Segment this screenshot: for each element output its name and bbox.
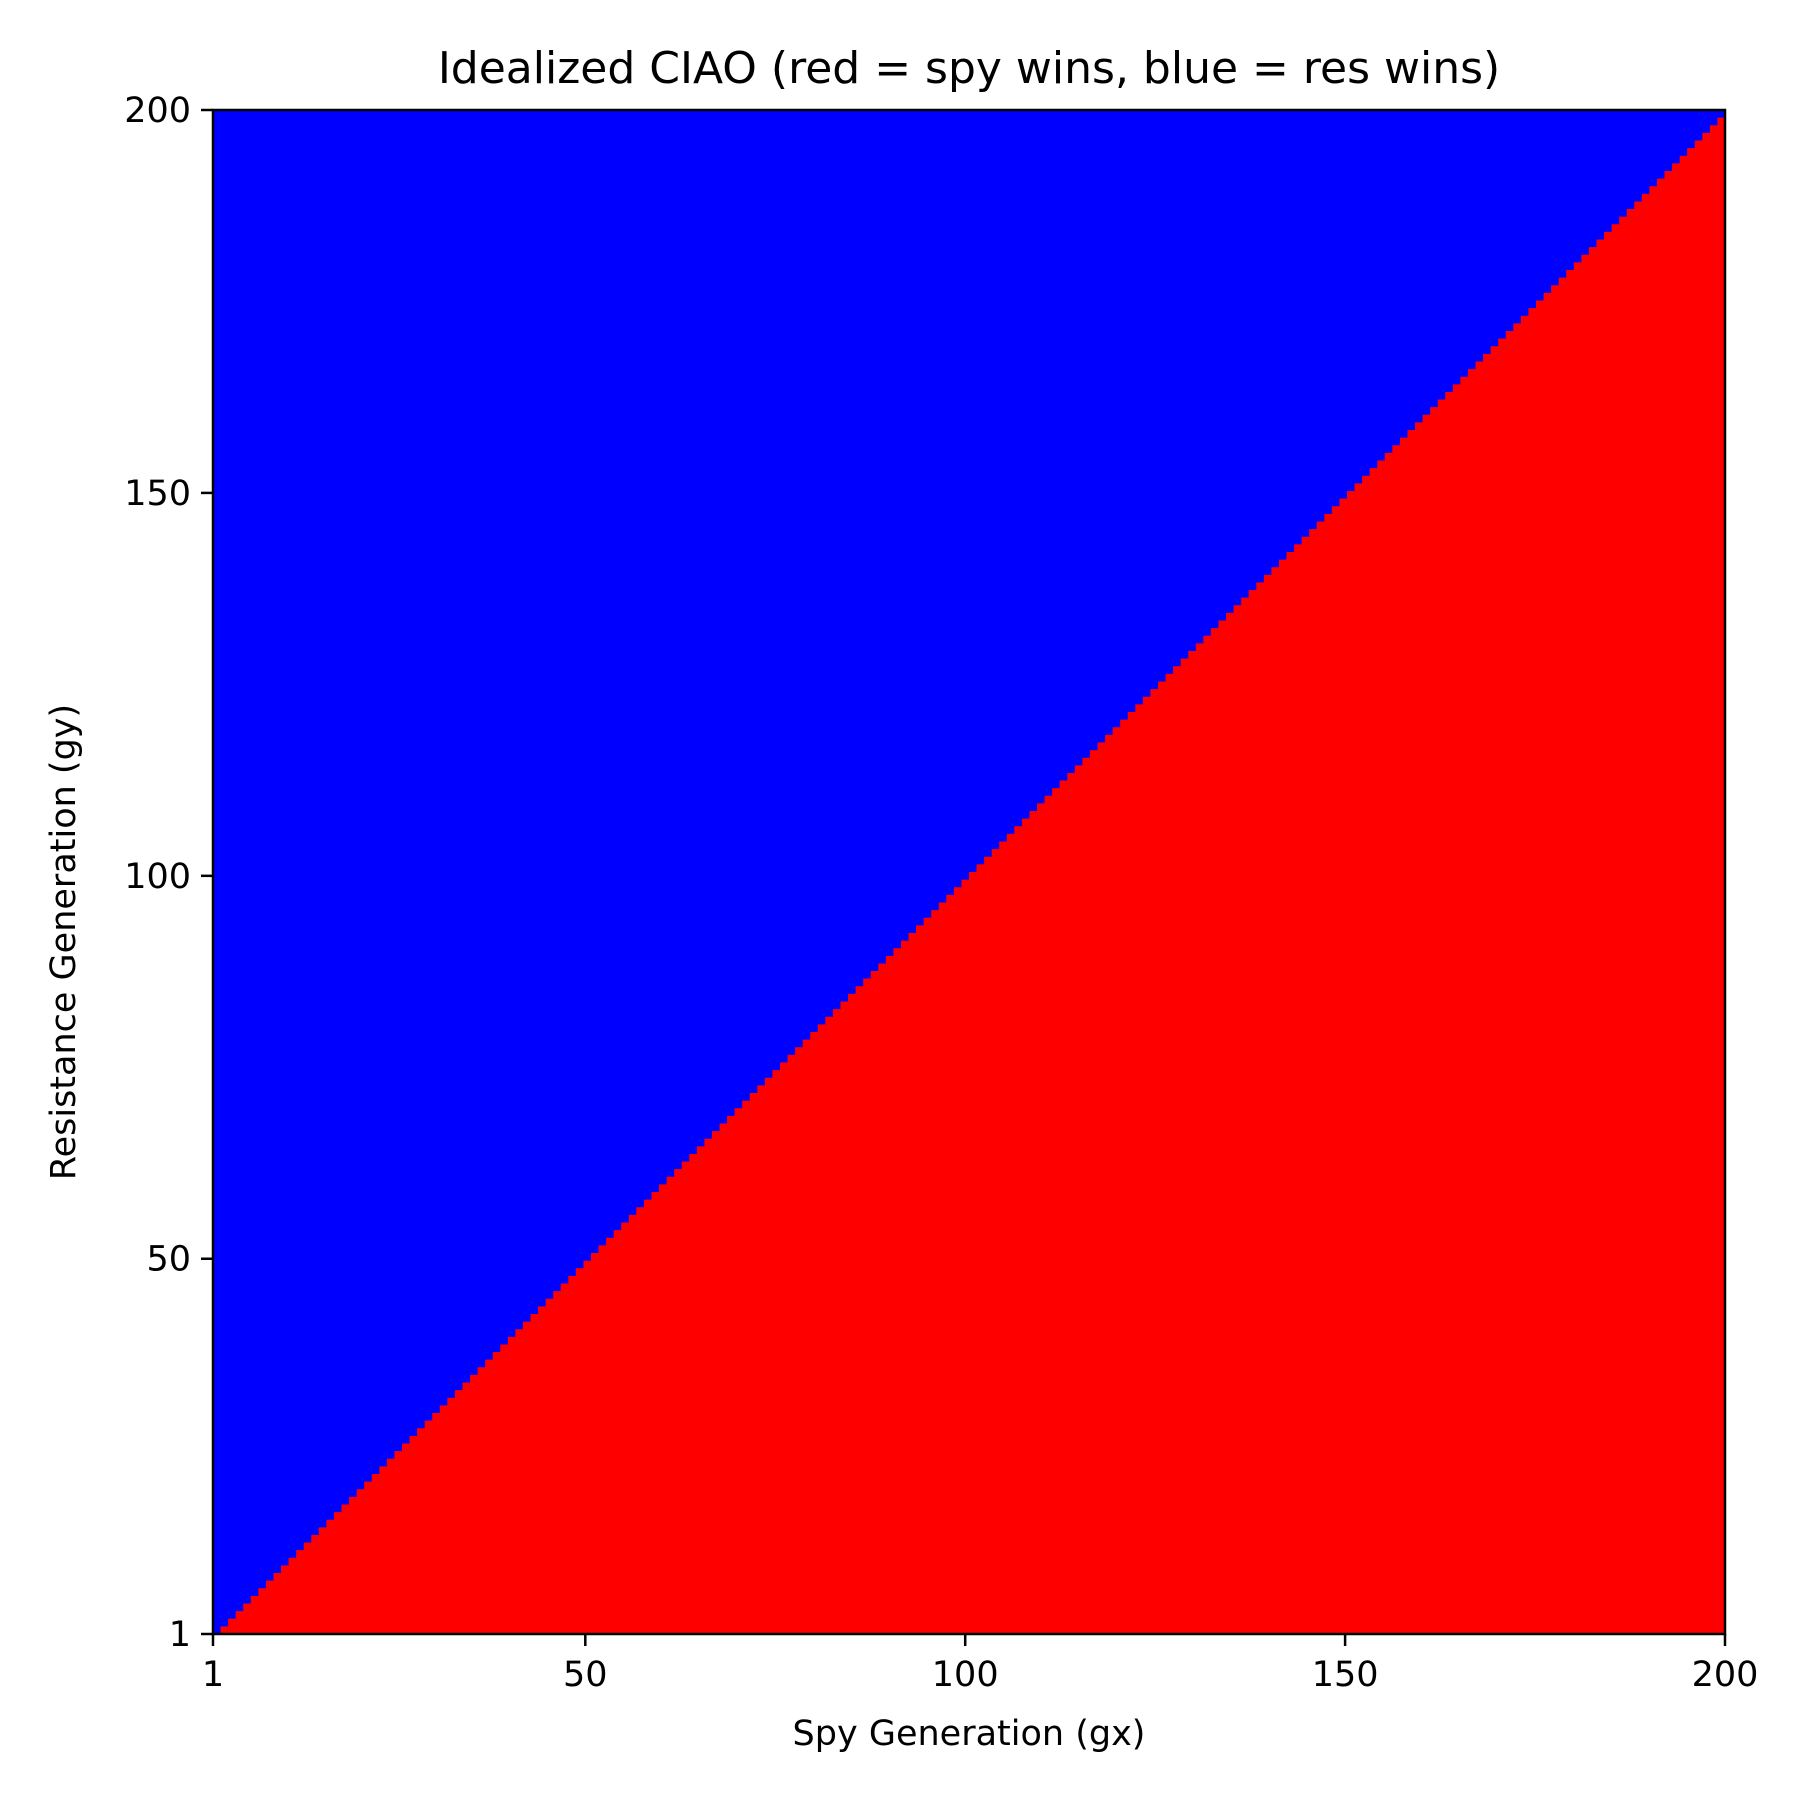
plot-frame <box>211 108 1727 1636</box>
x-tick-label: 1 <box>202 1655 224 1695</box>
x-tick-label: 50 <box>563 1655 608 1695</box>
y-axis-label: Resistance Generation (gy) <box>44 704 84 1180</box>
y-tick-label: 150 <box>124 474 191 514</box>
x-tick-label: 200 <box>1692 1655 1759 1695</box>
y-tick-label: 200 <box>124 91 191 131</box>
x-axis: 1 50 100 150 200 <box>202 1634 1759 1695</box>
y-tick-label: 50 <box>146 1240 191 1280</box>
x-tick-label: 150 <box>1312 1655 1379 1695</box>
x-axis-label: Spy Generation (gx) <box>793 1714 1146 1754</box>
chart-title: Idealized CIAO (red = spy wins, blue = r… <box>438 43 1500 94</box>
y-tick-label: 1 <box>169 1615 191 1655</box>
x-tick-label: 100 <box>932 1655 999 1695</box>
spy-wins-region <box>220 117 1725 1635</box>
plot-area <box>211 108 1727 1636</box>
y-tick-label: 100 <box>124 857 191 897</box>
